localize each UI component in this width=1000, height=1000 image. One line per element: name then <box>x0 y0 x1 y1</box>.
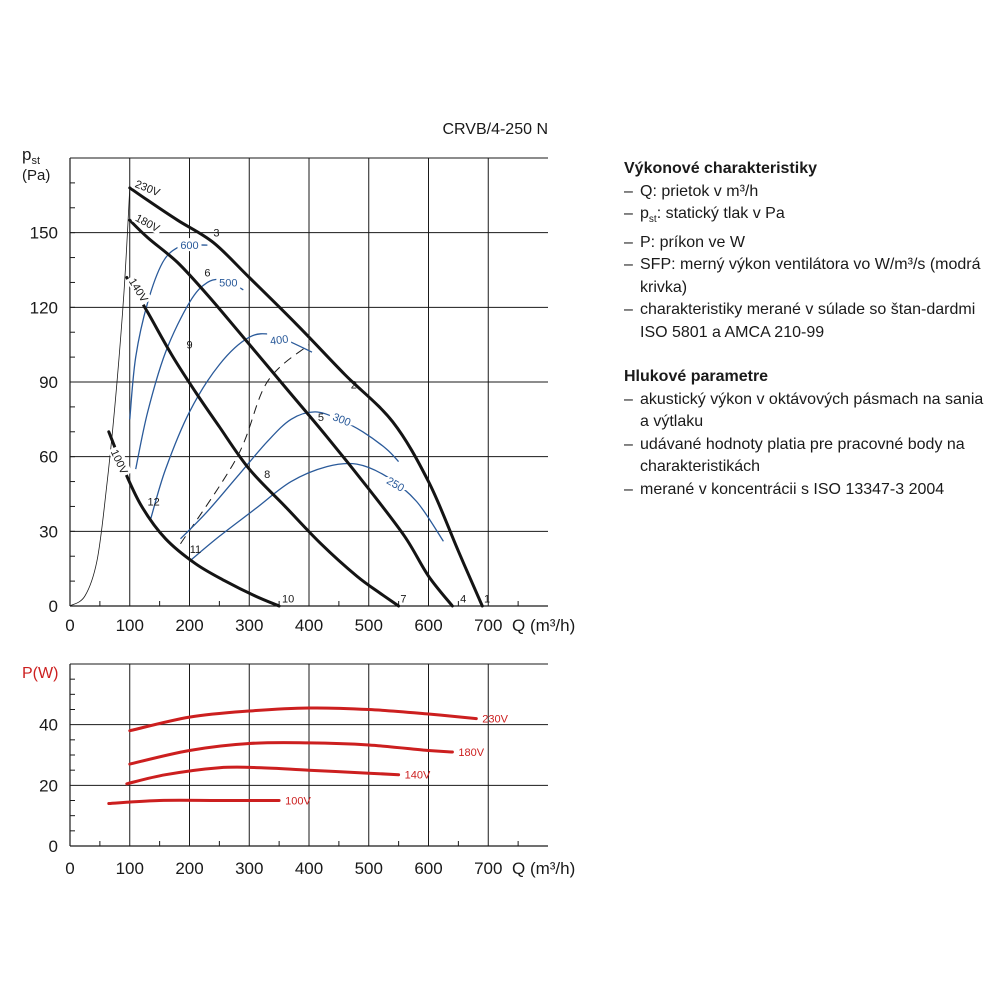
sfp-label-600: 600 <box>180 240 198 252</box>
legend-pst-sub: st <box>648 214 657 226</box>
chart-title: CRVB/4-250 N <box>442 121 548 138</box>
sfp-label-500: 500 <box>219 277 237 289</box>
legend-item-p: P: príkon ve W <box>624 232 994 255</box>
y-tick-label: 40 <box>39 716 58 735</box>
y-tick-label: 60 <box>39 448 58 467</box>
legend-item-pst: pst: statický tlak v Pa <box>624 203 994 232</box>
y-tick-label: 20 <box>39 776 58 795</box>
legend-item-q: Q: prietok v m³/h <box>624 181 994 204</box>
x-tick-label: 400 <box>295 859 323 878</box>
x-tick-label: 0 <box>65 616 74 635</box>
sfp-label-400: 400 <box>269 333 289 347</box>
x-tick-label: 200 <box>175 859 203 878</box>
y-tick-label: 0 <box>49 837 58 856</box>
point-label-5: 5 <box>318 412 324 424</box>
point-label-12: 12 <box>148 496 160 508</box>
point-label-6: 6 <box>204 267 210 279</box>
power-curve-230V <box>128 706 478 733</box>
sfp-curve-300 <box>180 411 400 540</box>
voltage-curve-230V <box>128 186 484 608</box>
legend-pst-p: p <box>640 205 649 222</box>
point-label-2: 2 <box>351 379 357 391</box>
voltage-curve-180V <box>128 218 454 608</box>
legend-section-performance-title: Výkonové charakteristiky <box>624 160 817 177</box>
voltage-label-bg <box>125 273 153 306</box>
legend-pst-text: : statický tlak v Pa <box>656 205 785 222</box>
legend-item-sfp: SFP: merný výkon ventilátora vo W/m³/s (… <box>624 254 994 299</box>
voltage-label-bg <box>131 209 165 236</box>
point-label-3: 3 <box>213 228 219 240</box>
power-flow-chart: 0 100 200 300 400 500 600 700 0 20 40 Q (m³/h) P(W) 2… <box>22 663 575 878</box>
y-tick-label: 90 <box>39 373 58 392</box>
x-tick-label: 700 <box>474 616 502 635</box>
x-tick-label: 200 <box>175 616 203 635</box>
x-tick-label: 300 <box>235 859 263 878</box>
legend-item-values: udávané hodnoty platia pre pracovné body… <box>624 434 994 479</box>
legend-panel: Výkonové charakteristiky Q: prietok v m³… <box>624 158 994 501</box>
y-tick-label: 30 <box>39 522 58 541</box>
power-label-180V: 180V <box>458 747 484 759</box>
sfp-label-bg <box>177 238 202 252</box>
point-label-1: 1 <box>484 594 490 606</box>
legend-item-measured: merané v koncentrácii s ISO 13347-3 2004 <box>624 479 994 502</box>
x-tick-label: 500 <box>355 616 383 635</box>
system-curve <box>180 344 310 545</box>
y-tick-label: 0 <box>49 597 58 616</box>
x-tick-label: 0 <box>65 859 74 878</box>
x-tick-label: 100 <box>116 616 144 635</box>
legend-item-standards: charakteristiky merané v súlade so štan-… <box>624 299 994 344</box>
legend-performance-list: Q: prietok v m³/h pst: statický tlak v P… <box>624 181 994 345</box>
sfp-label-bg <box>383 477 408 491</box>
pressure-flow-chart: 0 100 200 300 400 500 600 700 0 30 60 90 120 150 Q (m³… <box>22 121 575 635</box>
point-label-11: 11 <box>190 544 201 556</box>
point-label-8: 8 <box>264 469 270 481</box>
power-label-230V: 230V <box>482 714 508 726</box>
x-axis-label: Q (m³/h) <box>512 859 575 878</box>
voltage-curve-140V <box>125 276 401 608</box>
point-label-9: 9 <box>186 340 192 352</box>
x-tick-label: 300 <box>235 616 263 635</box>
sfp-curve-250 <box>189 462 444 562</box>
point-label-7: 7 <box>400 594 406 606</box>
sfp-label-bg <box>329 412 354 426</box>
power-label-100V: 100V <box>285 796 311 808</box>
voltage-label-100V: 100V <box>108 448 130 477</box>
x-tick-label: 600 <box>414 859 442 878</box>
legend-item-acoustic: akustický výkon v oktávových pásmach na … <box>624 389 994 434</box>
y-axis-unit: (Pa) <box>22 167 50 184</box>
legend-noise-list: akustický výkon v oktávových pásmach na … <box>624 389 994 502</box>
voltage-label-bg <box>107 445 133 478</box>
voltage-label-bg <box>131 175 165 200</box>
power-curve-140V <box>125 765 401 786</box>
y-axis-label: pst <box>22 145 40 167</box>
system-curve <box>69 187 131 607</box>
x-tick-label: 500 <box>355 859 383 878</box>
x-tick-label: 400 <box>295 616 323 635</box>
voltage-label-230V: 230V <box>133 178 162 199</box>
x-tick-label: 100 <box>116 859 144 878</box>
point-label-4: 4 <box>460 594 466 606</box>
sfp-label-bg <box>267 332 292 346</box>
power-label-140V: 140V <box>405 770 431 782</box>
power-curve-100V <box>107 798 281 805</box>
sfp-label-bg <box>216 275 241 289</box>
y-axis-label: P(W) <box>22 665 58 682</box>
x-tick-label: 600 <box>414 616 442 635</box>
power-curve-180V <box>128 741 454 766</box>
y-tick-label: 150 <box>30 224 58 243</box>
y-tick-label: 120 <box>30 298 58 317</box>
x-axis-label: Q (m³/h) <box>512 616 575 635</box>
point-label-10: 10 <box>282 594 294 606</box>
x-tick-label: 700 <box>474 859 502 878</box>
legend-section-noise-title: Hlukové parametre <box>624 368 769 386</box>
